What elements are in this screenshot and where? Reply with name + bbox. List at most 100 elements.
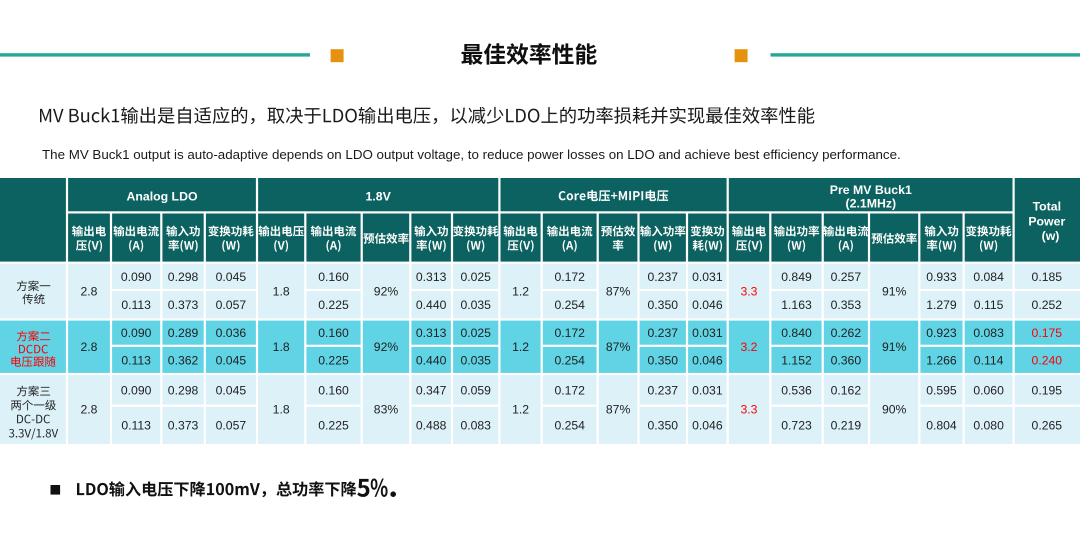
svg-text:0.090: 0.090 (121, 326, 152, 340)
svg-text:0.237: 0.237 (648, 326, 679, 340)
svg-text:0.804: 0.804 (926, 418, 957, 432)
svg-text:0.353: 0.353 (831, 298, 862, 312)
svg-text:0.045: 0.045 (216, 353, 247, 367)
svg-text:0.373: 0.373 (168, 418, 199, 432)
svg-text:0.162: 0.162 (831, 383, 862, 397)
svg-text:0.254: 0.254 (554, 418, 585, 432)
svg-text:91%: 91% (882, 340, 907, 354)
svg-text:0.046: 0.046 (692, 418, 723, 432)
svg-text:0.160: 0.160 (318, 383, 349, 397)
svg-text:1.266: 1.266 (926, 353, 957, 367)
svg-text:0.185: 0.185 (1032, 270, 1063, 284)
svg-text:0.849: 0.849 (781, 270, 812, 284)
svg-text:0.219: 0.219 (831, 418, 862, 432)
svg-text:1.8V: 1.8V (366, 190, 392, 204)
svg-text:Pre MV Buck1: Pre MV Buck1 (830, 183, 912, 197)
svg-text:0.025: 0.025 (460, 270, 491, 284)
svg-text:87%: 87% (606, 285, 631, 299)
svg-text:0.160: 0.160 (318, 270, 349, 284)
svg-text:(2.1MHz): (2.1MHz) (846, 197, 897, 211)
svg-text:1.2: 1.2 (512, 285, 529, 299)
svg-text:Power: Power (1028, 215, 1065, 229)
svg-text:1.279: 1.279 (926, 298, 957, 312)
svg-text:0.254: 0.254 (554, 298, 585, 312)
svg-text:0.172: 0.172 (554, 326, 585, 340)
svg-text:0.046: 0.046 (692, 298, 723, 312)
svg-text:0.313: 0.313 (416, 326, 447, 340)
svg-text:0.362: 0.362 (168, 353, 199, 367)
svg-text:1.163: 1.163 (781, 298, 812, 312)
svg-text:0.090: 0.090 (121, 383, 152, 397)
svg-text:0.257: 0.257 (831, 270, 862, 284)
svg-text:0.035: 0.035 (460, 353, 491, 367)
svg-text:0.060: 0.060 (973, 383, 1004, 397)
svg-text:0.360: 0.360 (831, 353, 862, 367)
svg-text:0.083: 0.083 (460, 418, 491, 432)
svg-text:0.350: 0.350 (648, 298, 679, 312)
svg-text:0.025: 0.025 (460, 326, 491, 340)
svg-text:0.488: 0.488 (416, 418, 447, 432)
svg-text:0.160: 0.160 (318, 326, 349, 340)
svg-text:3.2: 3.2 (741, 340, 758, 354)
svg-text:0.113: 0.113 (121, 418, 151, 432)
svg-text:0.031: 0.031 (692, 383, 723, 397)
svg-text:0.350: 0.350 (648, 353, 679, 367)
svg-text:0.225: 0.225 (318, 418, 349, 432)
svg-text:0.595: 0.595 (926, 383, 957, 397)
svg-text:0.313: 0.313 (416, 270, 447, 284)
svg-text:0.254: 0.254 (554, 353, 585, 367)
svg-text:0.723: 0.723 (781, 418, 812, 432)
svg-text:0.175: 0.175 (1032, 326, 1063, 340)
svg-text:0.090: 0.090 (121, 270, 152, 284)
svg-text:0.115: 0.115 (974, 298, 1004, 312)
svg-text:3.3: 3.3 (741, 402, 758, 416)
svg-text:Analog LDO: Analog LDO (126, 190, 197, 204)
svg-text:0.036: 0.036 (216, 326, 247, 340)
svg-text:92%: 92% (374, 340, 399, 354)
svg-text:0.265: 0.265 (1032, 418, 1063, 432)
svg-text:0.440: 0.440 (416, 353, 447, 367)
svg-text:0.114: 0.114 (974, 353, 1004, 367)
svg-text:0.057: 0.057 (216, 298, 247, 312)
svg-text:0.923: 0.923 (926, 326, 957, 340)
svg-text:0.298: 0.298 (168, 270, 199, 284)
svg-text:91%: 91% (882, 285, 907, 299)
svg-text:0.225: 0.225 (318, 298, 349, 312)
svg-text:2.8: 2.8 (81, 340, 98, 354)
svg-text:0.262: 0.262 (831, 326, 862, 340)
svg-text:83%: 83% (374, 402, 399, 416)
svg-text:0.933: 0.933 (926, 270, 957, 284)
svg-text:2.8: 2.8 (81, 402, 98, 416)
svg-text:1.2: 1.2 (512, 340, 529, 354)
svg-text:0.045: 0.045 (216, 270, 247, 284)
svg-text:0.225: 0.225 (318, 353, 349, 367)
svg-text:0.031: 0.031 (692, 270, 723, 284)
svg-text:0.252: 0.252 (1032, 298, 1063, 312)
svg-text:92%: 92% (374, 285, 399, 299)
svg-text:0.083: 0.083 (973, 326, 1004, 340)
svg-text:0.035: 0.035 (460, 298, 491, 312)
svg-text:0.240: 0.240 (1032, 353, 1063, 367)
svg-text:0.031: 0.031 (692, 326, 723, 340)
svg-text:0.536: 0.536 (781, 383, 812, 397)
svg-text:87%: 87% (606, 402, 631, 416)
svg-text:0.059: 0.059 (460, 383, 491, 397)
svg-text:0.084: 0.084 (973, 270, 1004, 284)
svg-text:1.152: 1.152 (781, 353, 812, 367)
svg-text:87%: 87% (606, 340, 631, 354)
svg-text:1.8: 1.8 (273, 340, 290, 354)
svg-text:0.080: 0.080 (973, 418, 1004, 432)
svg-text:0.237: 0.237 (648, 270, 679, 284)
svg-text:0.045: 0.045 (216, 383, 247, 397)
svg-text:1.2: 1.2 (512, 402, 529, 416)
svg-text:0.046: 0.046 (692, 353, 723, 367)
svg-text:0.172: 0.172 (554, 270, 585, 284)
svg-text:0.350: 0.350 (648, 418, 679, 432)
svg-text:0.440: 0.440 (416, 298, 447, 312)
svg-text:2.8: 2.8 (81, 285, 98, 299)
svg-text:0.237: 0.237 (648, 383, 679, 397)
svg-text:0.347: 0.347 (416, 383, 447, 397)
svg-text:1.8: 1.8 (273, 402, 290, 416)
svg-text:0.113: 0.113 (121, 298, 151, 312)
svg-text:1.8: 1.8 (273, 285, 290, 299)
